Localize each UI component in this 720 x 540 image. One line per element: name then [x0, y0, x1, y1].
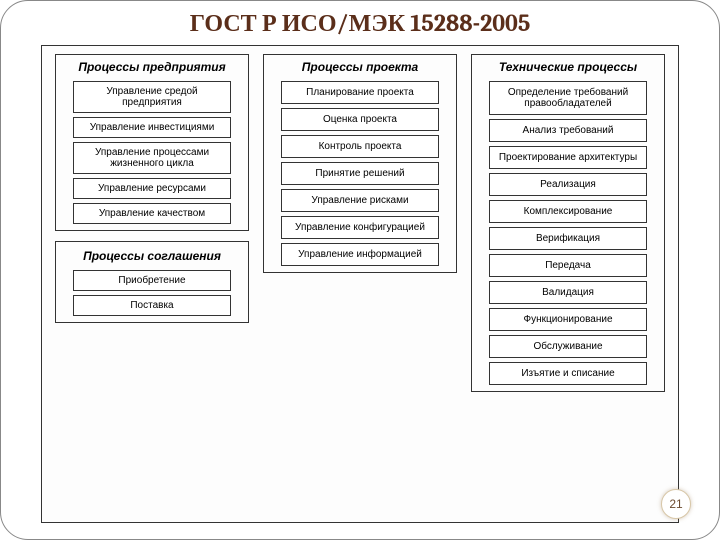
process-box: Управление конфигурацией	[281, 216, 439, 239]
process-box: Обслуживание	[489, 335, 647, 358]
process-box: Реализация	[489, 173, 647, 196]
process-box: Управление качеством	[73, 203, 231, 224]
process-box: Принятие решений	[281, 162, 439, 185]
column-header: Технические процессы	[495, 59, 641, 77]
process-box: Поставка	[73, 295, 231, 316]
group-enterprise: Процессы предприятия Управление средой п…	[55, 54, 248, 231]
process-box: Функционирование	[489, 308, 647, 331]
column-project: Процессы проекта Планирование проекта Оц…	[263, 54, 456, 273]
columns-container: Процессы предприятия Управление средой п…	[42, 46, 678, 522]
process-box: Оценка проекта	[281, 108, 439, 131]
group-project: Процессы проекта Планирование проекта Оц…	[263, 54, 456, 273]
column-enterprise: Процессы предприятия Управление средой п…	[55, 54, 248, 323]
process-box: Комплексирование	[489, 200, 647, 223]
process-box: Верификация	[489, 227, 647, 250]
process-box: Определение требований правообладателей	[489, 81, 647, 115]
process-box: Управление информацией	[281, 243, 439, 266]
process-box: Проектирование архитектуры	[489, 146, 647, 169]
process-box: Управление рисками	[281, 189, 439, 212]
page-number-badge: 21	[661, 489, 691, 519]
process-box: Управление инвестициями	[73, 117, 231, 138]
slide-frame: ГОСТ Р ИСО/МЭК 15288-2005 Процессы предп…	[0, 0, 720, 540]
process-box: Приобретение	[73, 270, 231, 291]
column-subheader: Процессы соглашения	[79, 248, 225, 266]
process-box: Передача	[489, 254, 647, 277]
process-box: Контроль проекта	[281, 135, 439, 158]
process-box: Изъятие и списание	[489, 362, 647, 385]
column-technical: Технические процессы Определение требова…	[471, 54, 664, 392]
slide-title: ГОСТ Р ИСО/МЭК 15288-2005	[1, 1, 719, 42]
column-header: Процессы проекта	[298, 59, 422, 77]
process-box: Анализ требований	[489, 119, 647, 142]
process-box: Управление средой предприятия	[73, 81, 231, 113]
group-technical: Технические процессы Определение требова…	[471, 54, 664, 392]
diagram-frame: Процессы предприятия Управление средой п…	[41, 45, 679, 523]
process-box: Управление ресурсами	[73, 178, 231, 199]
column-header: Процессы предприятия	[74, 59, 229, 77]
process-box: Управление процессами жизненного цикла	[73, 142, 231, 174]
group-agreement: Процессы соглашения Приобретение Поставк…	[55, 241, 248, 323]
process-box: Валидация	[489, 281, 647, 304]
process-box: Планирование проекта	[281, 81, 439, 104]
